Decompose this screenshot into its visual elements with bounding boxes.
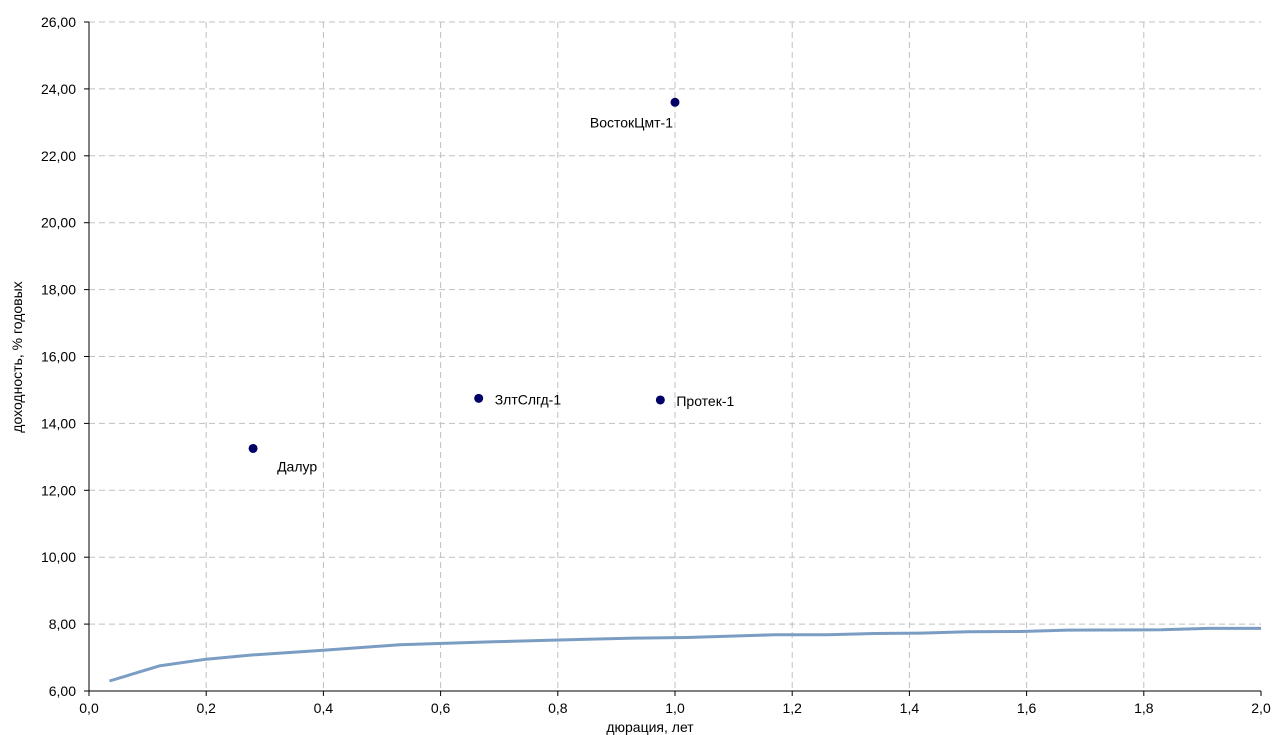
y-tick-label: 10,00 xyxy=(41,549,76,565)
bond-point xyxy=(670,97,680,107)
x-tick-label: 0,8 xyxy=(548,700,568,716)
y-tick-label: 18,00 xyxy=(41,282,76,298)
bond-points: Далур ЗлтСлгд-1 Протек-1 ВостокЦмт-1 xyxy=(248,97,735,474)
axes xyxy=(84,21,1262,696)
bond-point-label: Далур xyxy=(277,458,317,474)
x-tick-label: 0,6 xyxy=(431,700,451,716)
bond-point-label: Протек-1 xyxy=(676,393,734,409)
x-tick-label: 0,4 xyxy=(314,700,334,716)
y-tick-label: 14,00 xyxy=(41,415,76,431)
x-tick-label: 0,0 xyxy=(79,700,99,716)
x-tick-label: 1,0 xyxy=(665,700,685,716)
y-tick-label: 24,00 xyxy=(41,81,76,97)
yield-curve-line xyxy=(109,626,1261,683)
y-tick-label: 12,00 xyxy=(41,482,76,498)
y-tick-label: 20,00 xyxy=(41,215,76,231)
x-tick-label: 1,4 xyxy=(900,700,920,716)
x-tick-label: 2,0 xyxy=(1251,700,1271,716)
tick-labels: 0,0 0,2 0,4 0,6 0,8 1,0 1,2 1,4 1,6 1,8 2,0 6,00 8,0… xyxy=(41,14,1271,716)
bond-point-label: ЗлтСлгд-1 xyxy=(495,391,562,407)
bond-point xyxy=(655,395,665,405)
bond-point xyxy=(248,443,258,453)
grid-lines xyxy=(89,21,1261,691)
x-tick-label: 1,8 xyxy=(1134,700,1154,716)
yield-curve xyxy=(109,626,1261,683)
y-axis-title: доходность, % годовых xyxy=(9,281,25,432)
bond-point xyxy=(474,393,484,403)
bond-point-label: ВостокЦмт-1 xyxy=(590,114,673,130)
y-tick-label: 6,00 xyxy=(49,683,76,699)
x-axis-title: дюрация, лет xyxy=(606,719,694,735)
y-tick-label: 16,00 xyxy=(41,349,76,365)
x-tick-label: 1,6 xyxy=(1017,700,1037,716)
y-tick-label: 8,00 xyxy=(49,616,76,632)
x-tick-label: 1,2 xyxy=(782,700,802,716)
y-tick-label: 22,00 xyxy=(41,148,76,164)
x-tick-label: 0,2 xyxy=(196,700,216,716)
y-tick-label: 26,00 xyxy=(41,14,76,30)
